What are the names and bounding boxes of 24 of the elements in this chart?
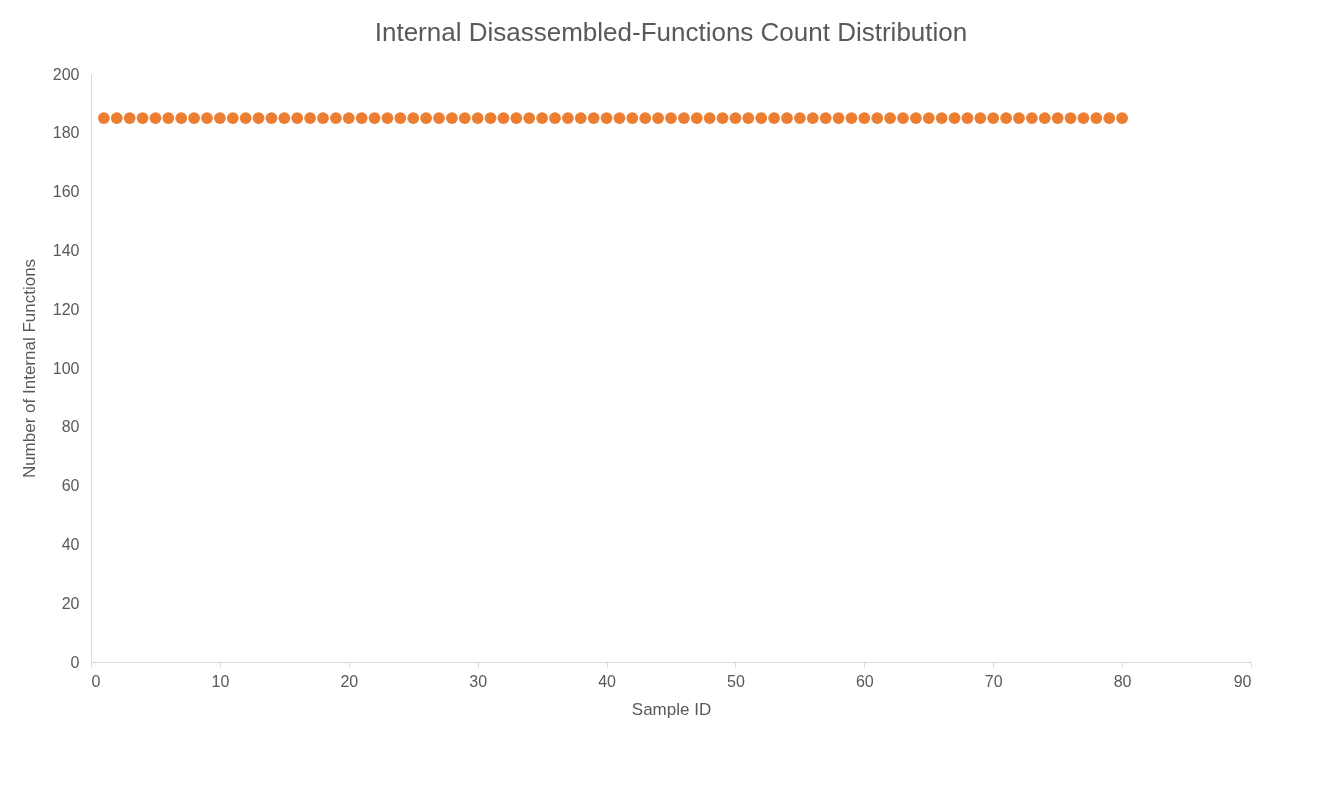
x-tick-label: 50 (727, 672, 745, 690)
x-tick-label: 90 (1233, 672, 1252, 690)
x-tick-label: 30 (469, 672, 488, 690)
y-tick-label: 200 (52, 65, 80, 83)
x-tick-label: 0 (91, 672, 101, 690)
y-tick-label: 180 (52, 124, 80, 142)
x-tick-label: 60 (855, 672, 874, 690)
x-tick-label: 70 (984, 672, 1003, 690)
y-tick-label: 160 (52, 183, 80, 201)
chart-title: Internal Disassembled-Functions Count Distribution (374, 17, 968, 47)
x-axis-title: Sample ID (631, 699, 712, 719)
y-axis-title: Number of Internal Functions (19, 258, 39, 479)
x-tick-label: 20 (340, 672, 359, 690)
y-tick-label: 120 (52, 300, 80, 318)
y-tick-label: 100 (52, 359, 80, 377)
y-tick-label: 20 (61, 594, 80, 612)
y-tick-label: 80 (61, 418, 80, 436)
y-tick-label: 40 (61, 535, 80, 553)
y-tick-label: 0 (70, 653, 80, 671)
x-tick-label: 80 (1113, 672, 1132, 690)
x-tick-label: 40 (598, 672, 617, 690)
y-tick-label: 60 (61, 477, 80, 495)
y-tick-label: 140 (52, 241, 80, 259)
x-tick-label: 10 (211, 672, 230, 690)
